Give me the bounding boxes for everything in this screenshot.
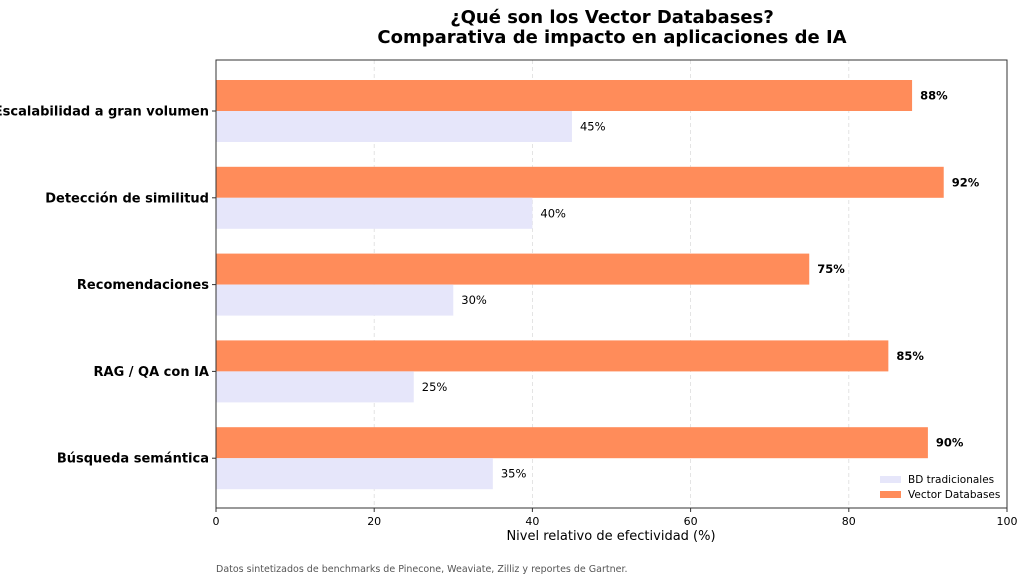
data-label: 25% (422, 380, 448, 394)
bar-vector-databases (216, 80, 913, 111)
legend-label-bd-tradicionales: BD tradicionales (908, 474, 994, 486)
y-tick-label: Escalabilidad a gran volumen (0, 105, 209, 120)
x-tick-label: 80 (842, 515, 856, 528)
legend-swatch-vector-databases (880, 491, 901, 498)
y-tick-label: Recomendaciones (77, 278, 209, 293)
x-tick-label: 60 (684, 515, 698, 528)
bar-vector-databases (216, 427, 928, 459)
legend-label-vector-databases: Vector Databases (908, 489, 1000, 501)
y-tick-label: Detección de similitud (45, 191, 209, 206)
data-label: 75% (817, 262, 845, 276)
bar-bd-tradicionales (216, 197, 533, 229)
x-tick-label: 20 (367, 515, 381, 528)
data-label: 92% (952, 175, 980, 189)
data-label: 45% (580, 120, 606, 134)
data-label: 35% (501, 467, 527, 481)
bar-bd-tradicionales (216, 111, 572, 142)
bar-bd-tradicionales (216, 458, 493, 490)
legend-swatch-bd-tradicionales (880, 476, 901, 483)
x-tick-label: 40 (525, 515, 539, 528)
data-label: 30% (461, 293, 487, 307)
plot-frame (215, 59, 1008, 509)
bar-bd-tradicionales (216, 371, 414, 403)
x-tick-label: 0 (213, 515, 220, 528)
chart-title-line-1: ¿Qué son los Vector Databases? (450, 7, 774, 28)
data-label: 85% (896, 349, 924, 363)
bar-vector-databases (216, 166, 944, 198)
y-tick-label: RAG / QA con IA (94, 365, 210, 380)
y-tick-label: Búsqueda semántica (57, 452, 209, 467)
legend: BD tradicionales Vector Databases (880, 474, 1000, 501)
data-label: 90% (936, 436, 964, 450)
bar-vector-databases (216, 253, 810, 285)
bar-vector-databases (216, 340, 889, 372)
data-label: 88% (920, 89, 948, 103)
chart-title-line-2: Comparativa de impacto en aplicaciones d… (377, 27, 846, 48)
x-tick-label: 100 (997, 515, 1018, 528)
footnote: Datos sintetizados de benchmarks de Pine… (216, 564, 628, 575)
x-axis-label: Nivel relativo de efectividad (%) (506, 529, 715, 544)
data-label: 40% (540, 206, 566, 220)
bar-bd-tradicionales (216, 284, 454, 316)
